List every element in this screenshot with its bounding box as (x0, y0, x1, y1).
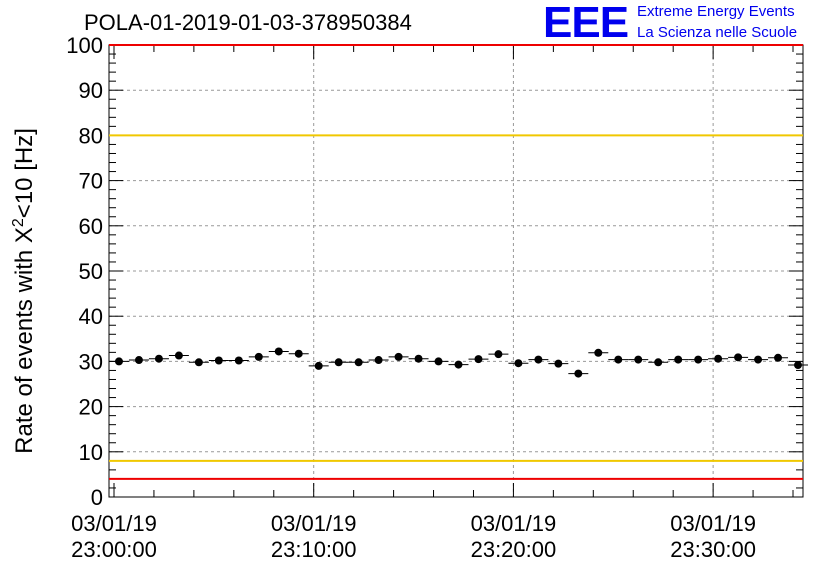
data-point (334, 358, 343, 367)
data-point (794, 361, 803, 370)
data-point (294, 349, 303, 358)
x-tick-label-time: 23:00:00 (71, 537, 157, 562)
data-point (494, 350, 503, 359)
data-point (274, 347, 283, 356)
data-point (514, 359, 523, 368)
y-tick-label: 0 (91, 485, 103, 510)
data-point (414, 354, 423, 363)
x-tick-label-date: 03/01/19 (670, 511, 756, 536)
y-tick-label: 70 (79, 169, 103, 194)
data-point (654, 358, 663, 367)
data-point (454, 360, 463, 369)
data-point (754, 355, 763, 364)
data-point (534, 355, 543, 364)
data-point (434, 357, 443, 366)
y-tick-label: 20 (79, 395, 103, 420)
y-tick-label: 60 (79, 214, 103, 239)
data-point (554, 359, 563, 368)
data-point (674, 355, 683, 364)
y-axis-label: Rate of events with X2<10 [Hz] (10, 128, 38, 454)
data-point (694, 355, 703, 364)
data-point (714, 354, 723, 363)
data-point (374, 356, 383, 365)
data-point (214, 356, 223, 365)
y-tick-label: 30 (79, 349, 103, 374)
data-point (474, 355, 483, 364)
data-point (114, 357, 123, 366)
x-tick-label-date: 03/01/19 (71, 511, 157, 536)
data-point (774, 353, 783, 362)
data-point (154, 354, 163, 363)
data-point (394, 352, 403, 361)
chart-title: POLA-01-2019-01-03-378950384 (84, 10, 412, 35)
x-tick-label-time: 23:20:00 (471, 537, 557, 562)
data-point (134, 356, 143, 365)
y-tick-label: 50 (79, 259, 103, 284)
y-tick-label: 90 (79, 78, 103, 103)
x-tick-label-time: 23:30:00 (670, 537, 756, 562)
data-point (734, 353, 743, 362)
logo-line-2: La Scienza nelle Scuole (637, 24, 798, 41)
eee-logo: EEE (543, 0, 629, 47)
y-tick-label: 40 (79, 304, 103, 329)
x-tick-label-date: 03/01/19 (471, 511, 557, 536)
y-tick-label: 100 (66, 33, 103, 58)
x-tick-label-date: 03/01/19 (271, 511, 357, 536)
data-point (594, 348, 603, 357)
data-point (254, 352, 263, 361)
data-point (194, 358, 203, 367)
data-point (234, 356, 243, 365)
data-point (174, 351, 183, 360)
data-point (634, 355, 643, 364)
data-point (574, 369, 583, 378)
x-tick-label-time: 23:10:00 (271, 537, 357, 562)
y-tick-label: 10 (79, 440, 103, 465)
logo-line-1: Extreme Energy Events (637, 3, 795, 20)
data-point (354, 358, 363, 367)
data-point (314, 361, 323, 370)
data-point (614, 355, 623, 364)
y-tick-label: 80 (79, 123, 103, 148)
